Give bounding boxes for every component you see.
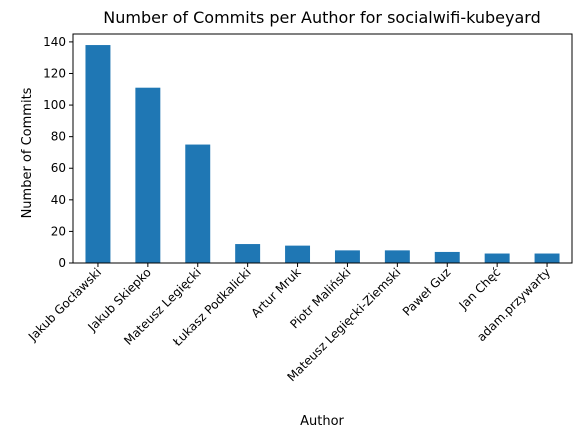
y-tick-label: 80 xyxy=(51,130,66,144)
x-tick-label: Jan Chęć xyxy=(456,265,504,313)
x-axis-label: Author xyxy=(300,414,344,429)
bar-5 xyxy=(334,250,360,263)
bar-6 xyxy=(384,250,410,263)
chart-title: Number of Commits per Author for socialw… xyxy=(103,8,540,27)
y-tick-label: 20 xyxy=(51,224,66,238)
y-tick-label: 140 xyxy=(43,35,66,49)
plot-frame xyxy=(72,33,573,264)
y-tick-label: 0 xyxy=(58,256,66,270)
bar-9 xyxy=(534,253,560,263)
y-axis: 0 20 40 60 80 100 120 140 xyxy=(43,35,73,270)
bar-2 xyxy=(185,144,211,263)
y-tick-label: 60 xyxy=(51,161,66,175)
bar-7 xyxy=(434,251,460,263)
bar-8 xyxy=(484,253,510,263)
x-tick-label: Paweł Guz xyxy=(400,265,454,319)
bar-1 xyxy=(135,87,161,263)
bars-group xyxy=(85,45,560,263)
bar-0 xyxy=(85,45,111,263)
y-tick-label: 100 xyxy=(43,98,66,112)
y-tick-label: 120 xyxy=(43,66,66,80)
bar-3 xyxy=(235,244,261,263)
y-axis-label: Number of Commits xyxy=(20,87,35,218)
y-tick-label: 40 xyxy=(51,193,66,207)
bar-4 xyxy=(285,245,311,263)
